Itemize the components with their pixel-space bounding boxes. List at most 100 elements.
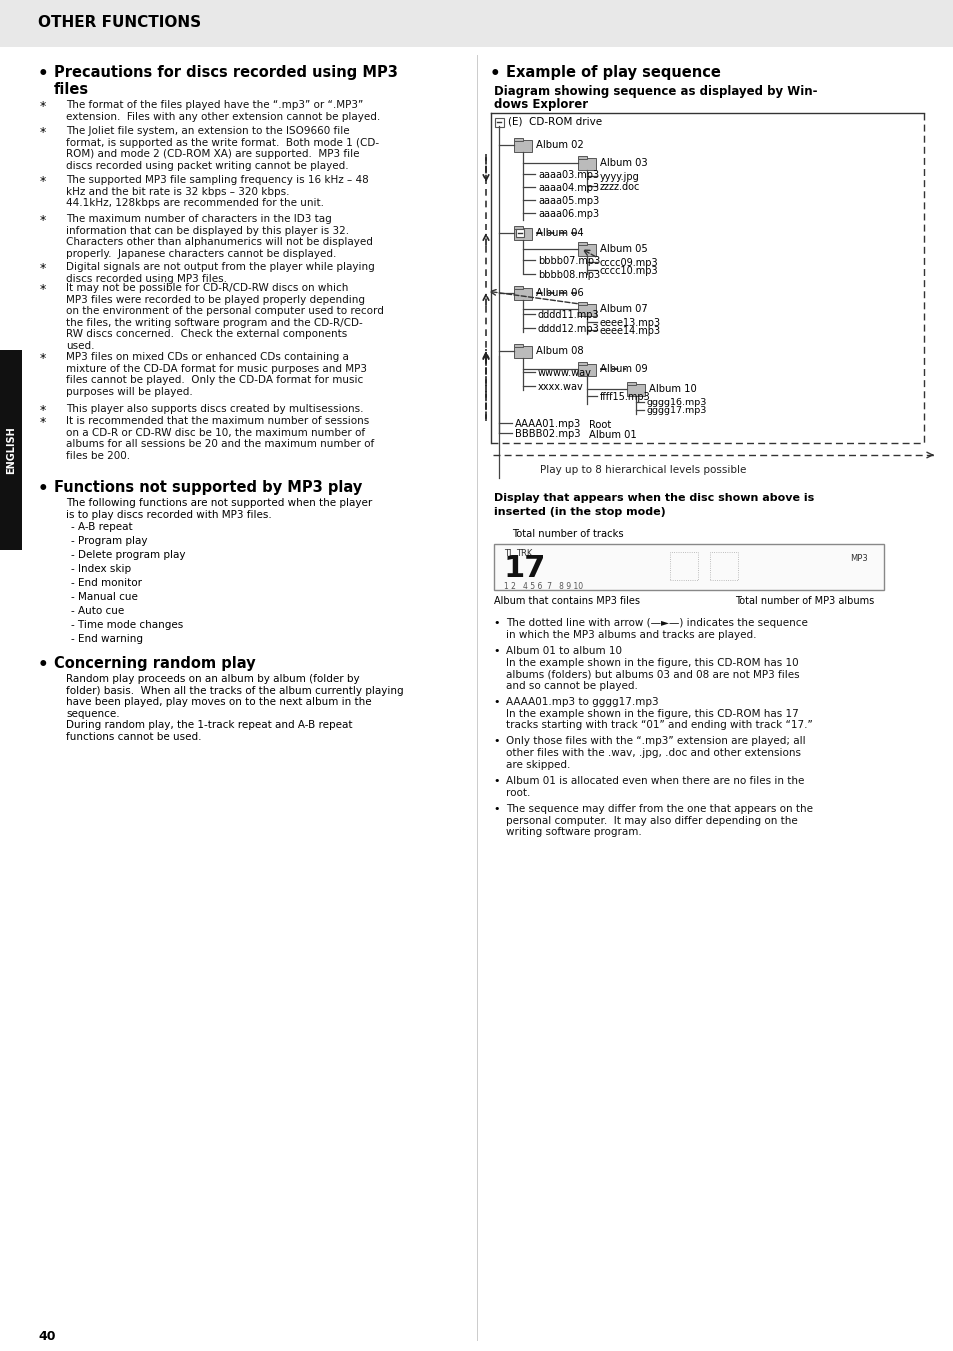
Text: MP3 files on mixed CDs or enhanced CDs containing a
mixture of the CD-DA format : MP3 files on mixed CDs or enhanced CDs c… (66, 353, 367, 397)
Text: •: • (490, 65, 500, 82)
Text: Precautions for discs recorded using MP3: Precautions for discs recorded using MP3 (54, 65, 397, 80)
Text: •: • (493, 697, 499, 707)
Bar (578, 362, 586, 365)
Text: 1 2   4 5 6  7   8 9 10: 1 2 4 5 6 7 8 9 10 (503, 582, 582, 590)
Bar (626, 384, 644, 396)
Text: OTHER FUNCTIONS: OTHER FUNCTIONS (38, 15, 201, 30)
Bar (514, 138, 522, 141)
Text: Total number of MP3 albums: Total number of MP3 albums (734, 596, 873, 607)
Text: AAAA01.mp3: AAAA01.mp3 (515, 419, 580, 430)
Text: •: • (493, 736, 499, 747)
Text: The following functions are not supported when the player
is to play discs recor: The following functions are not supporte… (66, 499, 372, 520)
Text: Example of play sequence: Example of play sequence (505, 65, 720, 80)
Text: *: * (40, 176, 46, 188)
Text: *: * (40, 262, 46, 276)
Text: The format of the files played have the “.mp3” or “.MP3”
extension.  Files with : The format of the files played have the … (66, 100, 380, 122)
Text: Album 04: Album 04 (536, 228, 583, 238)
Text: dows Explorer: dows Explorer (494, 99, 587, 111)
Text: aaaa06.mp3: aaaa06.mp3 (537, 209, 598, 219)
Text: aaaa05.mp3: aaaa05.mp3 (537, 196, 598, 205)
Text: Display that appears when the disc shown above is: Display that appears when the disc shown… (494, 493, 814, 503)
Bar (514, 141, 532, 153)
Text: Album 01 is allocated even when there are no files in the
root.: Album 01 is allocated even when there ar… (505, 775, 803, 797)
Text: Album 01: Album 01 (588, 430, 636, 440)
Bar (709, 553, 738, 580)
Text: Album 06: Album 06 (536, 288, 583, 299)
Text: Album 07: Album 07 (599, 304, 647, 313)
Text: gggg17.mp3: gggg17.mp3 (646, 407, 706, 415)
Text: ffff15.mp3: ffff15.mp3 (599, 392, 650, 403)
Text: Album 02: Album 02 (536, 141, 583, 150)
Bar (578, 242, 586, 245)
Bar (626, 382, 636, 385)
Text: *: * (40, 353, 46, 365)
Bar (669, 553, 698, 580)
Text: Concerning random play: Concerning random play (54, 657, 255, 671)
Text: Album 01 to album 10
In the example shown in the figure, this CD-ROM has 10
albu: Album 01 to album 10 In the example show… (505, 646, 799, 690)
Text: It is recommended that the maximum number of sessions
on a CD-R or CD-RW disc be: It is recommended that the maximum numbe… (66, 416, 374, 461)
Text: (E)  CD-ROM drive: (E) CD-ROM drive (507, 118, 601, 127)
Bar (494, 544, 883, 590)
Text: inserted (in the stop mode): inserted (in the stop mode) (494, 507, 665, 517)
Bar (578, 304, 596, 316)
Bar (495, 118, 503, 127)
Text: Only those files with the “.mp3” extension are played; all
other files with the : Only those files with the “.mp3” extensi… (505, 736, 804, 770)
Text: xxxx.wav: xxxx.wav (537, 382, 583, 392)
Text: Random play proceeds on an album by album (folder by
folder) basis.  When all th: Random play proceeds on an album by albu… (66, 674, 403, 742)
Text: gggg16.mp3: gggg16.mp3 (646, 399, 706, 407)
Text: The dotted line with arrow (—►—) indicates the sequence
in which the MP3 albums : The dotted line with arrow (—►—) indicat… (505, 617, 807, 639)
Text: Album 05: Album 05 (599, 245, 647, 254)
Text: AAAA01.mp3 to gggg17.mp3
In the example shown in the figure, this CD-ROM has 17
: AAAA01.mp3 to gggg17.mp3 In the example … (505, 697, 812, 730)
Text: dddd12.mp3: dddd12.mp3 (537, 324, 599, 334)
Text: Functions not supported by MP3 play: Functions not supported by MP3 play (54, 480, 362, 494)
Text: It may not be possible for CD-R/CD-RW discs on which
MP3 files were recorded to : It may not be possible for CD-R/CD-RW di… (66, 282, 383, 351)
Text: Play up to 8 hierarchical levels possible: Play up to 8 hierarchical levels possibl… (539, 465, 745, 476)
Text: yyyy.jpg: yyyy.jpg (599, 172, 639, 182)
Text: eeee13.mp3: eeee13.mp3 (599, 317, 660, 328)
Text: Total number of tracks: Total number of tracks (512, 530, 623, 539)
Text: TRK: TRK (516, 549, 532, 558)
Bar (514, 286, 522, 289)
Bar (516, 230, 523, 236)
Text: •: • (38, 657, 49, 674)
Text: •: • (38, 480, 49, 499)
Text: The supported MP3 file sampling frequency is 16 kHz – 48
kHz and the bit rate is: The supported MP3 file sampling frequenc… (66, 176, 369, 208)
Text: *: * (40, 213, 46, 227)
Text: bbbb08.mp3: bbbb08.mp3 (537, 270, 599, 280)
Bar (578, 158, 596, 170)
Text: •: • (493, 617, 499, 628)
Text: Root: Root (588, 420, 611, 430)
Text: This player also supports discs created by multisessions.: This player also supports discs created … (66, 404, 363, 413)
Text: - Index skip: - Index skip (71, 563, 131, 574)
Text: Album 08: Album 08 (536, 346, 583, 357)
Bar (578, 363, 596, 376)
Text: Album that contains MP3 files: Album that contains MP3 files (494, 596, 639, 607)
Text: eeee14.mp3: eeee14.mp3 (599, 326, 660, 336)
Text: The Joliet file system, an extension to the ISO9660 file
format, is supported as: The Joliet file system, an extension to … (66, 126, 378, 170)
Text: •: • (493, 646, 499, 657)
Text: •: • (493, 775, 499, 786)
Text: cccc10.mp3: cccc10.mp3 (599, 266, 658, 276)
Text: - Time mode changes: - Time mode changes (71, 620, 183, 630)
Bar (514, 288, 532, 300)
Text: Diagram showing sequence as displayed by Win-: Diagram showing sequence as displayed by… (494, 85, 817, 99)
Text: *: * (40, 282, 46, 296)
Text: - Manual cue: - Manual cue (71, 592, 138, 603)
Bar (578, 155, 586, 159)
Text: zzzz.doc: zzzz.doc (599, 182, 639, 192)
Text: The maximum number of characters in the ID3 tag
information that can be displaye: The maximum number of characters in the … (66, 213, 373, 259)
Text: dddd11.mp3: dddd11.mp3 (537, 309, 599, 320)
Text: 40: 40 (38, 1329, 55, 1343)
Bar (578, 303, 586, 305)
Text: aaaa03.mp3: aaaa03.mp3 (537, 170, 598, 180)
Text: Album 09: Album 09 (599, 363, 647, 374)
Text: - End warning: - End warning (71, 634, 143, 644)
Text: Digital signals are not output from the player while playing
discs recorded usin: Digital signals are not output from the … (66, 262, 375, 284)
Text: - Program play: - Program play (71, 536, 148, 546)
Text: Album 03: Album 03 (599, 158, 647, 168)
Text: bbbb07.mp3: bbbb07.mp3 (537, 255, 599, 266)
Text: ENGLISH: ENGLISH (6, 426, 16, 474)
Text: The sequence may differ from the one that appears on the
personal computer.  It : The sequence may differ from the one tha… (505, 804, 812, 838)
Text: *: * (40, 100, 46, 113)
Text: - Auto cue: - Auto cue (71, 607, 124, 616)
